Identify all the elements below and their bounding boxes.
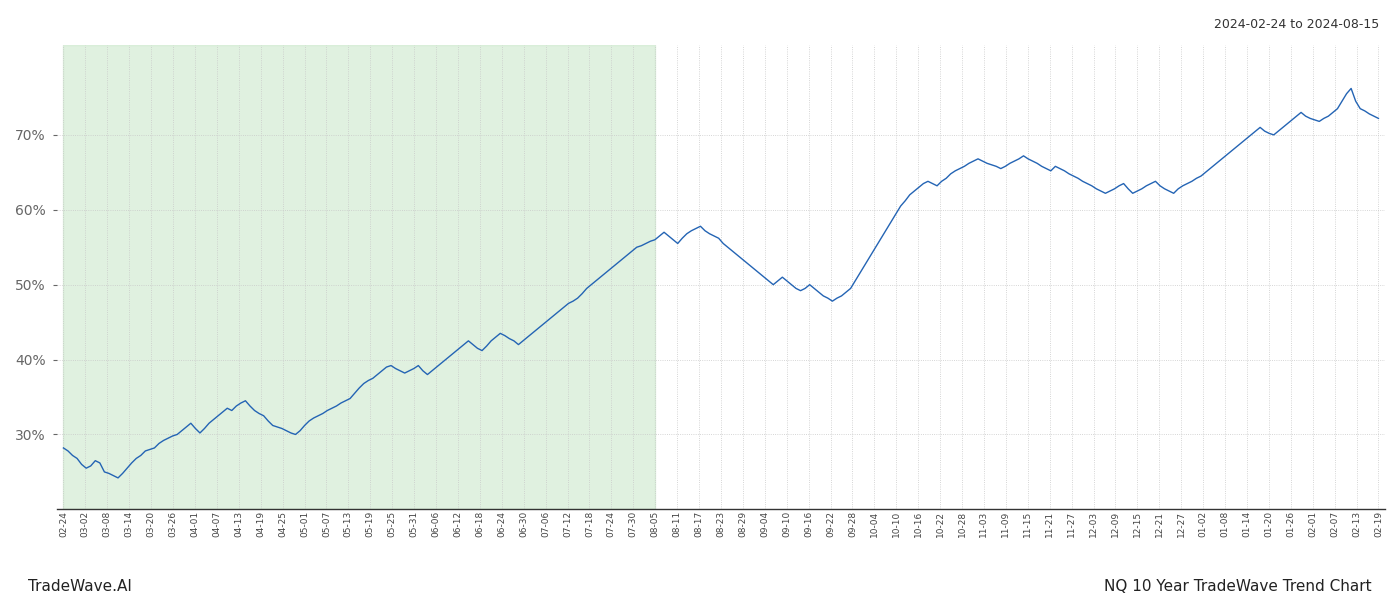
- Bar: [63, 45, 655, 509]
- Text: TradeWave.AI: TradeWave.AI: [28, 579, 132, 594]
- Text: NQ 10 Year TradeWave Trend Chart: NQ 10 Year TradeWave Trend Chart: [1105, 579, 1372, 594]
- Text: 2024-02-24 to 2024-08-15: 2024-02-24 to 2024-08-15: [1214, 18, 1379, 31]
